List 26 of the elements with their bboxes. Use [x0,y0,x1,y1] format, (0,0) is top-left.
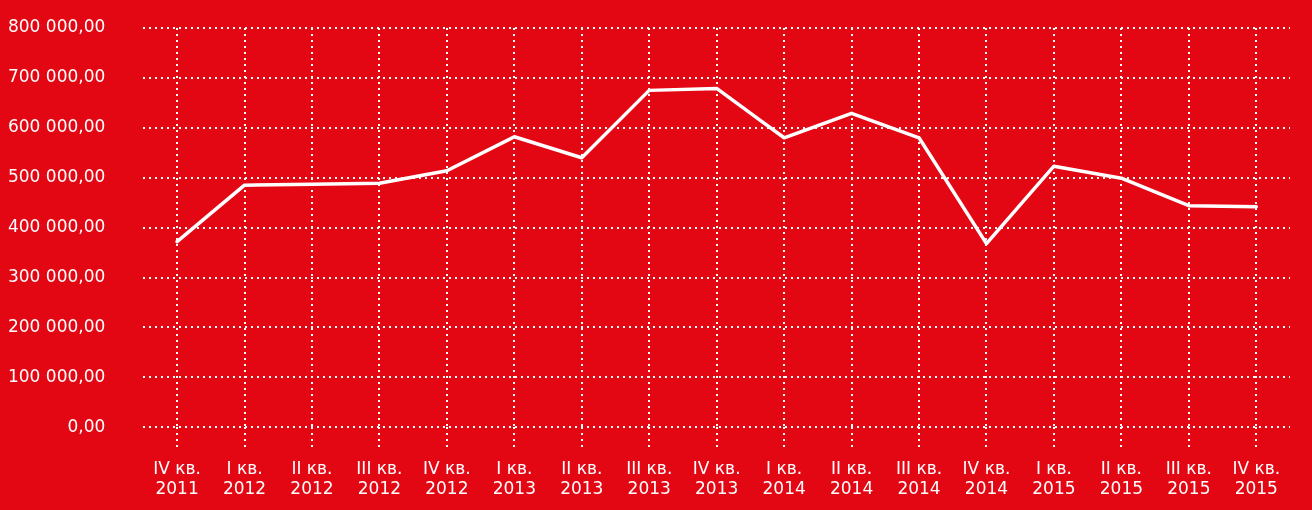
x-tick-label: I кв. 2013 [492,457,536,499]
y-tick-label: 200 000,00 [7,315,106,336]
y-tick-label: 300 000,00 [7,265,106,286]
x-tick-label: I кв. 2012 [222,457,267,499]
y-tick-label: 400 000,00 [7,216,106,237]
x-tick-label: II кв. 2013 [560,457,604,499]
x-tick-label: IV кв. 2015 [1232,457,1281,499]
x-tick-label: I кв. 2015 [1032,457,1076,499]
y-tick-label: 600 000,00 [7,116,106,137]
x-tick-label: III кв. 2012 [356,457,403,499]
x-tick-label: III кв. 2014 [895,457,943,499]
y-tick-label: 800 000,00 [7,16,106,37]
x-tick-label: IV кв. 2011 [153,457,201,499]
y-tick-label: 500 000,00 [7,166,106,187]
x-tick-label: IV кв. 2013 [692,457,741,499]
x-tick-label: IV кв. 2014 [962,457,1011,499]
y-tick-label: 700 000,00 [7,66,106,87]
x-tick-label: II кв. 2014 [829,457,874,499]
x-tick-label: I кв. 2014 [762,457,806,499]
y-tick-label: 100 000,00 [7,365,106,386]
y-tick-label: 0,00 [67,415,106,436]
x-tick-label: III кв. 2015 [1165,457,1212,499]
x-tick-label: III кв. 2013 [626,457,673,499]
x-tick-label: II кв. 2012 [290,457,334,499]
x-tick-label: II кв. 2015 [1099,457,1144,499]
x-tick-label: IV кв. 2012 [422,457,471,499]
